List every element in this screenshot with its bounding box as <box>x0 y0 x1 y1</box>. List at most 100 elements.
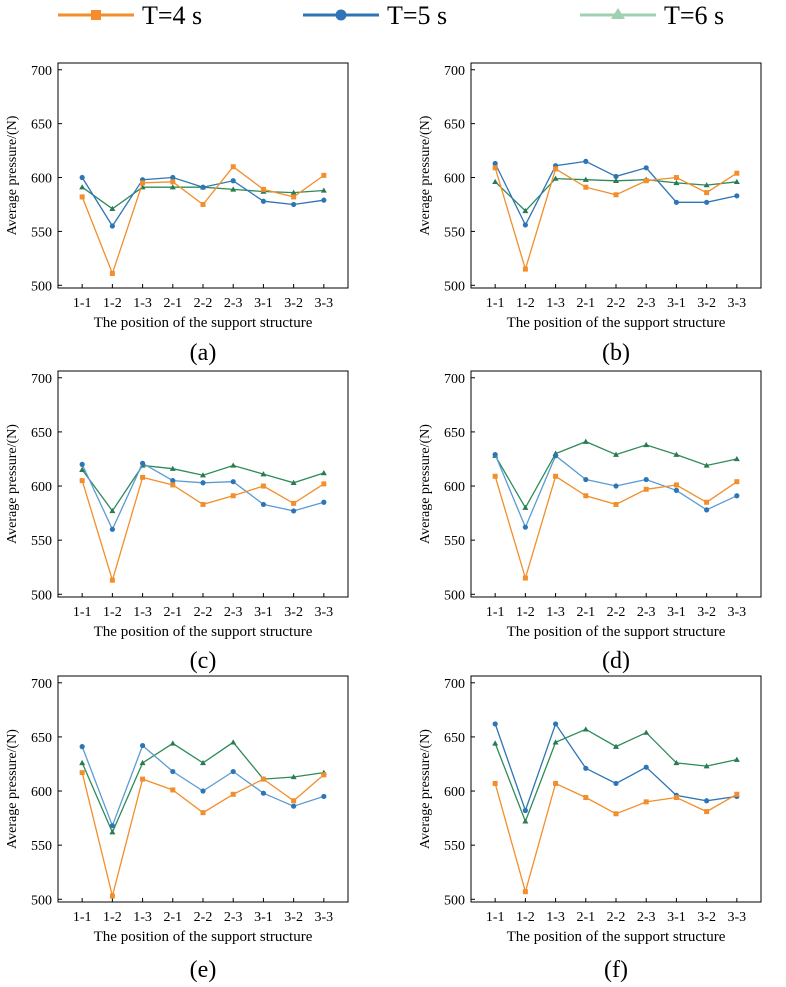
data-point-triangle <box>169 465 176 471</box>
series-t-5-s <box>79 460 327 532</box>
data-point-square <box>492 780 498 786</box>
data-point-square <box>553 780 559 786</box>
data-point-circle <box>492 160 498 167</box>
series-t-4-s <box>79 770 327 899</box>
data-point-square <box>583 493 589 499</box>
x-tick-label: 3-1 <box>254 296 273 311</box>
y-tick-label: 500 <box>31 893 52 908</box>
data-point-circle <box>492 721 498 727</box>
series-line <box>494 440 737 510</box>
panel-label: (d) <box>602 648 630 674</box>
data-point-square <box>200 201 206 207</box>
data-point-circle <box>492 452 498 458</box>
data-point-triangle <box>552 739 559 745</box>
data-point-triangle <box>703 462 710 468</box>
data-point-square <box>260 483 266 489</box>
data-point-triangle <box>320 187 327 193</box>
data-point-square <box>140 776 146 782</box>
y-tick-label: 500 <box>444 279 465 294</box>
y-tick-label: 600 <box>444 785 465 800</box>
y-tick-label: 700 <box>444 677 465 692</box>
legend-triangle-marker <box>611 8 625 19</box>
y-tick-label: 500 <box>31 588 52 603</box>
data-point-triangle <box>230 739 237 745</box>
data-point-triangle <box>260 471 267 477</box>
y-tick-label: 700 <box>444 64 465 79</box>
data-point-square <box>260 186 266 192</box>
data-point-triangle <box>733 455 740 462</box>
data-point-triangle <box>733 756 740 762</box>
data-point-circle <box>583 476 589 483</box>
x-tick-label: 1-3 <box>546 605 565 620</box>
y-tick-label: 600 <box>444 480 465 495</box>
data-point-circle <box>321 793 327 800</box>
x-tick-label: 2-2 <box>607 296 626 311</box>
panel-a: 500 550 600 650 700 1-1 1-2 1-3 2-1 2-2 2-3 3-1 3-2 3… <box>5 62 349 366</box>
data-point-circle <box>583 765 589 771</box>
data-point-square <box>583 795 589 801</box>
panel-b: 500 550 600 650 700 1-1 1-2 1-3 2-1 2-2 2-3 3-1 3-2 3… <box>418 62 762 366</box>
data-point-square <box>673 482 679 488</box>
y-tick-label: 700 <box>31 64 52 79</box>
series-t-6-s <box>79 739 327 835</box>
data-point-triangle <box>673 759 680 766</box>
data-point-circle <box>291 201 297 208</box>
data-point-circle <box>321 197 327 203</box>
data-point-square <box>109 893 115 899</box>
data-point-square <box>109 577 115 583</box>
y-tick-label: 650 <box>444 731 465 746</box>
y-axis-title: Average pressure/(N) <box>418 115 433 235</box>
panel-c: 500 550 600 650 700 1-1 1-2 1-3 2-1 2-2 2-3 3-1 3-2 3… <box>5 370 349 674</box>
y-tick-label: 550 <box>31 839 52 854</box>
y-tick-label: 600 <box>31 172 52 187</box>
data-point-triangle <box>582 176 589 182</box>
series-line <box>494 475 738 581</box>
legend-square-marker <box>91 10 101 20</box>
series-line <box>494 722 737 813</box>
data-point-triangle <box>613 177 619 183</box>
series-t-6-s <box>492 175 740 214</box>
x-tick-label: 3-2 <box>697 910 716 925</box>
x-tick-label: 3-3 <box>314 910 333 925</box>
x-tick-label: 3-3 <box>314 605 333 620</box>
data-point-triangle <box>169 740 176 746</box>
data-point-circle <box>230 768 236 775</box>
data-point-triangle <box>673 179 680 186</box>
y-tick-label: 700 <box>31 677 52 692</box>
data-point-triangle <box>522 504 529 510</box>
data-point-circle <box>734 193 740 199</box>
data-point-circle <box>139 460 146 466</box>
y-tick-label: 500 <box>444 588 465 603</box>
data-point-triangle <box>643 729 650 735</box>
data-point-circle <box>522 524 528 530</box>
data-point-triangle <box>703 182 710 188</box>
legend-label: T=5 s <box>387 1 447 30</box>
data-point-triangle <box>492 178 499 185</box>
series-t-5-s <box>492 721 740 814</box>
series-t-4-s <box>492 780 740 895</box>
data-point-triangle <box>733 178 740 185</box>
data-point-triangle <box>230 186 237 192</box>
y-tick-label: 500 <box>31 279 52 294</box>
data-point-circle <box>200 788 206 794</box>
data-point-circle <box>291 508 297 514</box>
x-tick-label: 2-2 <box>194 910 213 925</box>
x-tick-label: 1-1 <box>73 910 92 925</box>
data-point-circle <box>643 165 649 171</box>
data-point-circle <box>643 764 649 770</box>
y-axis-title: Average pressure/(N) <box>418 729 433 849</box>
data-point-circle <box>613 483 619 489</box>
plot-frame <box>470 675 762 903</box>
data-point-circle <box>109 223 115 229</box>
x-tick-label: 1-3 <box>133 605 152 620</box>
data-point-square <box>140 474 146 480</box>
data-point-circle <box>79 174 85 181</box>
legend-item: T=6 s <box>580 1 724 30</box>
data-point-circle <box>552 721 559 727</box>
x-tick-label: 3-2 <box>697 605 716 620</box>
data-point-circle <box>109 526 115 532</box>
data-point-square <box>522 889 528 895</box>
x-tick-label: 3-3 <box>727 910 746 925</box>
data-point-square <box>734 170 740 176</box>
